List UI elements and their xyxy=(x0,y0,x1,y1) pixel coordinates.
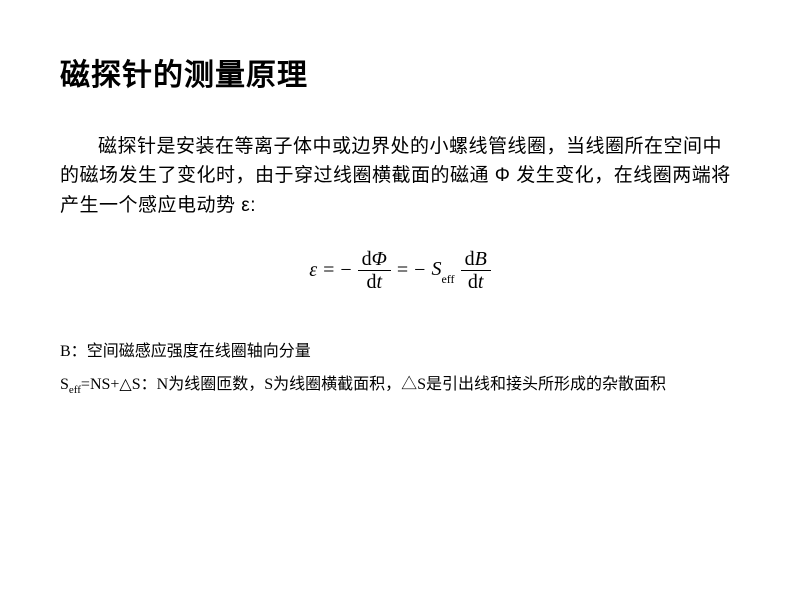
minus-sign-1: − xyxy=(340,259,351,282)
page-title: 磁探针的测量原理 xyxy=(60,50,740,94)
var-t-1: t xyxy=(376,271,382,293)
def-s: S xyxy=(60,376,69,393)
definition-b: B：空间磁感应强度在线圈轴向分量 xyxy=(60,337,740,367)
intro-paragraph: 磁探针是安装在等离子体中或边界处的小螺线管线圈，当线圈所在空间中的磁场发生了变化… xyxy=(60,132,740,220)
var-t-2: t xyxy=(478,271,484,293)
s-eff: Seff xyxy=(431,258,454,284)
slide: 磁探针的测量原理 磁探针是安装在等离子体中或边界处的小螺线管线圈，当线圈所在空间… xyxy=(0,0,800,443)
var-b: B xyxy=(475,248,487,270)
d-2: d xyxy=(366,271,376,293)
def-b-text: 空间磁感应强度在线圈轴向分量 xyxy=(87,343,311,360)
def-s-sub: eff xyxy=(69,384,81,396)
equation: ε = − dΦ dt = − Seff dB dt xyxy=(60,248,740,293)
def-seff-text: N为线圈匝数，S为线圈横截面积，△S是引出线和接头所形成的杂散面积 xyxy=(157,376,666,393)
sub-eff: eff xyxy=(441,272,454,286)
def-ns: =NS+△S： xyxy=(81,376,157,393)
fraction-db-dt: dB dt xyxy=(461,248,491,293)
d-1: d xyxy=(362,248,372,270)
d-4: d xyxy=(468,271,478,293)
var-epsilon: ε xyxy=(309,259,317,282)
var-phi: Φ xyxy=(372,248,387,270)
definitions: B：空间磁感应强度在线圈轴向分量 Seff=NS+△S：N为线圈匝数，S为线圈横… xyxy=(60,337,740,400)
definition-seff: Seff=NS+△S：N为线圈匝数，S为线圈横截面积，△S是引出线和接头所形成的… xyxy=(60,370,740,401)
minus-sign-2: − xyxy=(414,259,425,282)
d-3: d xyxy=(465,248,475,270)
eq-sign: = xyxy=(323,259,334,282)
eq-sign-2: = xyxy=(397,259,408,282)
var-s: S xyxy=(431,258,441,280)
fraction-dphi-dt: dΦ dt xyxy=(358,248,391,293)
def-b-prefix: B： xyxy=(60,343,87,360)
